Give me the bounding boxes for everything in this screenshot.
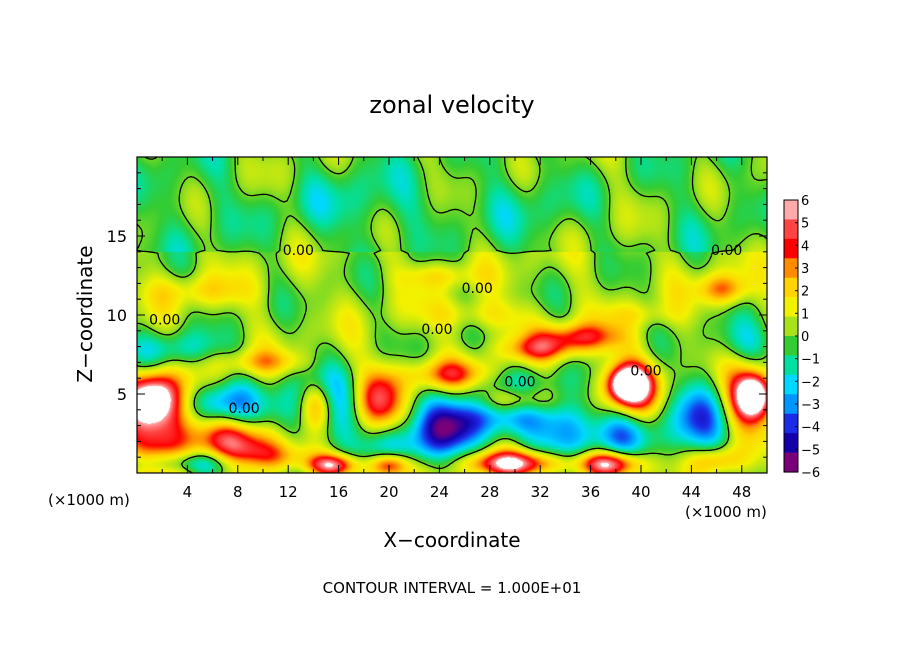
x-tick-label: 32 <box>531 483 550 501</box>
colorbar-swatch <box>784 297 798 318</box>
x-unit-right: (×1000 m) <box>685 503 767 521</box>
y-tick-label: 5 <box>117 385 127 404</box>
contour-label: 0.00 <box>504 374 535 390</box>
contour-label: 0.00 <box>711 243 742 259</box>
x-axis-label: X−coordinate <box>383 528 520 552</box>
colorbar-swatch <box>784 452 798 473</box>
colorbar-label: 6 <box>801 194 809 209</box>
colorbar-label: −6 <box>801 466 820 481</box>
x-tick-label: 4 <box>183 483 193 501</box>
colorbar-swatch <box>784 413 798 434</box>
y-axis-label: Z−coordinate <box>73 245 97 382</box>
colorbar-label: −3 <box>801 398 820 413</box>
x-tick-label: 20 <box>379 483 398 501</box>
x-tick-label: 24 <box>430 483 449 501</box>
contour-label: 0.00 <box>630 363 661 379</box>
x-tick-label: 36 <box>581 483 600 501</box>
colorbar-swatch <box>784 219 798 240</box>
contour-label: 0.00 <box>229 401 260 417</box>
contour-label: 0.00 <box>149 313 180 329</box>
colorbar-label: 3 <box>801 262 809 277</box>
colorbar-label: −5 <box>801 443 820 458</box>
chart-title: zonal velocity <box>369 91 534 119</box>
x-tick-label: 12 <box>279 483 298 501</box>
colorbar-swatch <box>784 316 798 337</box>
colorbar-swatch <box>784 258 798 279</box>
colorbar-label: −2 <box>801 375 820 390</box>
colorbar-swatch <box>784 374 798 395</box>
heatmap-field <box>137 157 767 473</box>
x-axis: 4 8 12 16 20 24 28 32 36 40 44 48 <box>161 157 751 501</box>
contour-label: 0.00 <box>283 243 314 259</box>
colorbar-label: 5 <box>801 217 809 232</box>
y-axis: 5 10 15 <box>107 172 767 458</box>
colorbar-label: 1 <box>801 307 809 322</box>
contour-label: 0.00 <box>421 322 452 338</box>
colorbar-swatch <box>784 355 798 376</box>
y-tick-label: 10 <box>107 306 127 325</box>
x-tick-label: 48 <box>732 483 751 501</box>
contour-label: 0.00 <box>462 281 493 297</box>
x-unit-left: (×1000 m) <box>48 491 130 509</box>
colorbar-label: 0 <box>801 330 809 345</box>
colorbar: 6 5 4 3 2 1 0 −1 −2 −3 −4 −5 −6 <box>783 194 820 481</box>
colorbar-label: −1 <box>801 353 820 368</box>
colorbar-swatch <box>784 336 798 357</box>
plot-area: 0.00 0.00 0.00 0.00 0.00 0.00 0.00 0.00 <box>136 156 768 474</box>
y-tick-label: 15 <box>107 227 127 246</box>
colorbar-label: −4 <box>801 421 820 436</box>
colorbar-swatch <box>784 238 798 259</box>
colorbar-swatch <box>784 277 798 298</box>
contour-interval-note: CONTOUR INTERVAL = 1.000E+01 <box>323 579 582 597</box>
colorbar-label: 2 <box>801 285 809 300</box>
x-tick-label: 44 <box>682 483 701 501</box>
x-tick-label: 28 <box>480 483 499 501</box>
colorbar-swatch <box>784 200 798 221</box>
colorbar-swatch <box>784 433 798 454</box>
colorbar-swatch <box>784 394 798 415</box>
x-tick-label: 40 <box>631 483 650 501</box>
colorbar-label: 4 <box>801 239 809 254</box>
x-tick-label: 8 <box>233 483 243 501</box>
x-tick-label: 16 <box>329 483 348 501</box>
contour-labels: 0.00 0.00 0.00 0.00 0.00 0.00 0.00 0.00 <box>149 243 742 417</box>
